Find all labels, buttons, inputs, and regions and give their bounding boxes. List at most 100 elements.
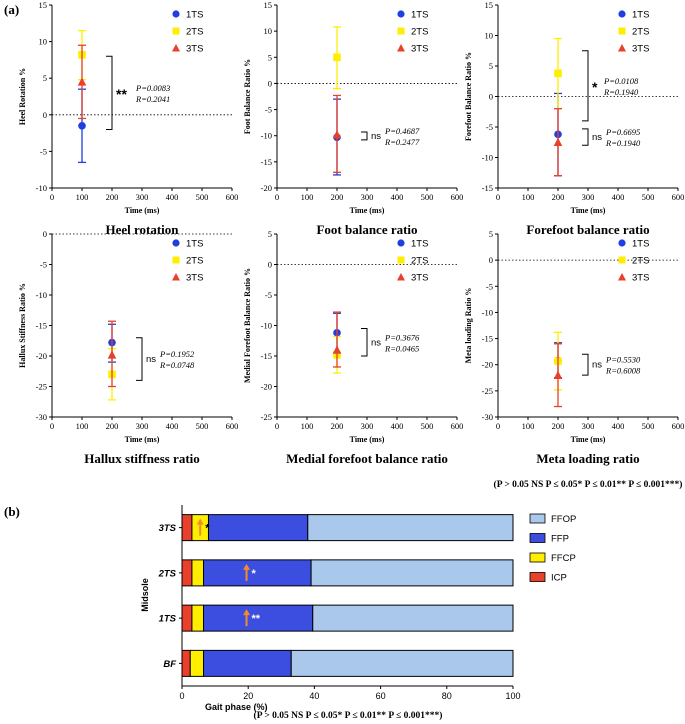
bar-row-3ts: 3TS *	[159, 514, 514, 542]
x-tick-label: 500	[196, 421, 209, 431]
bracket-line	[582, 128, 589, 146]
y-axis-title: Hallux Stiffness Ratio %	[18, 283, 27, 368]
x-axis-title: Time (ms)	[571, 206, 606, 215]
y-tick-label: 5	[268, 52, 272, 62]
y-tick-label: -5	[486, 281, 493, 291]
p-value: P=0.0108	[603, 76, 639, 86]
y-tick-label: -25	[36, 382, 47, 392]
x-tick-label: 0	[275, 421, 279, 431]
bar-segment-ffp	[203, 649, 292, 677]
bar-row-bf: BF	[163, 649, 514, 677]
x-tick-label: 0	[179, 691, 184, 701]
legend-swatch-icp	[529, 572, 546, 582]
x-tick-label: 80	[442, 691, 452, 701]
x-axis-title: Time (ms)	[125, 206, 160, 215]
x-tick-label: 500	[421, 421, 434, 431]
legend-marker-1ts	[618, 239, 626, 247]
bracket-line	[361, 131, 368, 141]
x-tick-label: 600	[672, 192, 685, 202]
legend-marker-3ts	[172, 44, 180, 52]
significance-label: *	[592, 79, 598, 95]
x-tick-label: 20	[243, 691, 253, 701]
legend-label-2ts: 2TS	[411, 27, 428, 38]
significance-mark: *	[205, 523, 210, 535]
y-tick-label: -10	[261, 131, 272, 141]
legend-label-icp: ICP	[551, 573, 567, 584]
legend-label-1ts: 1TS	[186, 239, 203, 250]
x-tick-label: 400	[612, 192, 625, 202]
bar-segment-ffp	[203, 559, 312, 587]
legend-label-3ts: 3TS	[186, 273, 203, 284]
bar-segment-ffp	[207, 514, 309, 542]
y-axis-title: Forefoot Balance Ratio %	[464, 52, 473, 141]
r-value: R=0.2477	[384, 137, 420, 147]
legend-marker-3ts	[618, 273, 626, 281]
x-tick-label: 40	[309, 691, 319, 701]
legend-marker-2ts	[172, 256, 180, 264]
legend-label-1ts: 1TS	[632, 10, 649, 21]
legend-label-3ts: 3TS	[411, 44, 428, 55]
p-value: P=0.1952	[159, 349, 195, 359]
data-point-3ts	[553, 370, 563, 379]
significance-mark: **	[252, 613, 261, 625]
bar-segment-ffop	[310, 559, 514, 587]
bar-segment-icp	[181, 604, 193, 632]
increase-arrow-icon	[243, 563, 251, 581]
legend-swatch-ffop	[529, 513, 546, 524]
bar-segment-icp	[181, 559, 193, 587]
x-tick-label: 200	[552, 421, 565, 431]
y-tick-label: -10	[36, 290, 47, 300]
x-tick-label: 60	[376, 691, 386, 701]
panel-a-label: (a)	[4, 2, 19, 17]
legend-marker-2ts	[397, 256, 405, 264]
bracket-line	[582, 353, 589, 376]
data-point-2ts	[554, 69, 562, 78]
x-axis-title: Time (ms)	[571, 435, 606, 444]
x-axis-title: Time (ms)	[350, 435, 385, 444]
panel-forefoot-balance-ratio: -15 -10 -5 0 5 10 15 0 100 200 300 400 500 600 Time (m…	[464, 0, 684, 237]
legend-marker-3ts	[618, 44, 626, 52]
x-tick-label: 300	[361, 421, 374, 431]
x-tick-label: 600	[672, 421, 685, 431]
x-tick-label: 0	[496, 192, 500, 202]
x-tick-label: 400	[391, 421, 404, 431]
y-tick-label: -20	[482, 360, 493, 370]
p-value: P=0.4687	[384, 126, 420, 136]
y-tick-label: 5	[489, 229, 493, 239]
legend-label-2ts: 2TS	[186, 256, 203, 267]
x-tick-label: 100	[301, 192, 314, 202]
y-tick-label: 0	[43, 229, 47, 239]
y-tick-label: 10	[39, 37, 48, 47]
x-tick-label: 200	[552, 192, 565, 202]
bar-segment-ffcp	[189, 649, 205, 677]
x-tick-label: 600	[451, 421, 464, 431]
legend-marker-2ts	[172, 27, 180, 35]
legend-marker-1ts	[618, 10, 626, 18]
y-axis-title: Medial Forefoot Balance Ratio %	[243, 268, 252, 383]
significance-label: ns	[592, 132, 602, 143]
y-tick-label: 0	[489, 255, 493, 265]
y-tick-label: -5	[40, 146, 47, 156]
legend-marker-2ts	[397, 27, 405, 35]
chart-title: Medial forefoot balance ratio	[286, 451, 448, 466]
legend-label-ffop: FFOP	[551, 514, 576, 525]
legend-marker-2ts	[618, 27, 626, 35]
chart-title: Heel rotation	[105, 222, 179, 237]
y-tick-label: -10	[482, 307, 493, 317]
y-tick-label: 15	[39, 0, 48, 10]
y-tick-label: -5	[265, 290, 272, 300]
x-tick-label: 500	[642, 421, 655, 431]
panel-b-label: (b)	[4, 504, 20, 519]
y-tick-label: 0	[43, 110, 47, 120]
y-tick-label: -30	[482, 412, 493, 422]
significance-mark: *	[252, 568, 257, 580]
bar-segment-icp	[181, 649, 191, 677]
r-value: R=0.2041	[135, 94, 170, 104]
bracket-line	[361, 328, 368, 357]
x-tick-label: 500	[642, 192, 655, 202]
